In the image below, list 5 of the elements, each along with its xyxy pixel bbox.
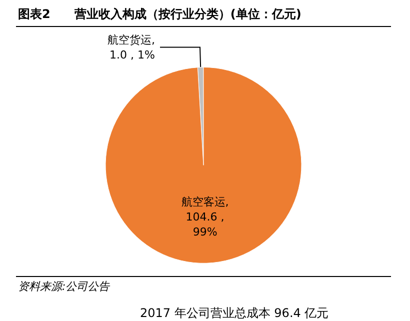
text: 资料来源:公司公告	[18, 279, 110, 294]
slice-label: 航空货运, 1.0 , 1%	[107, 33, 155, 62]
slice-label: 航空客运, 104.6 , 99%	[181, 196, 229, 239]
chart-title: 图表2 营业收入构成（按行业分类）(单位：亿元)	[18, 6, 302, 23]
text: 2017 年公司营业总成本 96.4 亿元	[140, 305, 329, 321]
